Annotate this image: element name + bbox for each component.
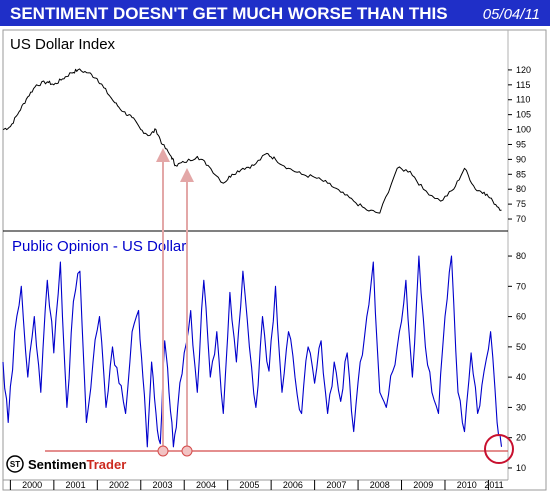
x-year-label: 2005 [239, 480, 259, 490]
x-year-label: 2004 [196, 480, 216, 490]
dollar-panel-title: US Dollar Index [10, 36, 116, 53]
dollar-y-tick-label: 110 [516, 95, 530, 105]
low-marker-2003 [157, 445, 169, 457]
logo-mark: ST [10, 460, 20, 469]
x-year-label: 2009 [413, 480, 433, 490]
x-year-label: 2000 [22, 480, 42, 490]
dollar-y-axis: 70 75 80 85 90 95 100 105 110 115 120 [508, 65, 531, 224]
x-year-label: 2007 [326, 480, 346, 490]
dollar-y-tick-label: 100 [516, 125, 531, 135]
opinion-series-group [2, 255, 503, 448]
dollar-series-group [2, 68, 502, 214]
title-banner [0, 0, 550, 26]
dollar-y-tick-label: 90 [516, 154, 526, 164]
opinion-y-axis: 10 20 30 40 50 60 70 80 [508, 251, 526, 473]
banner-date: 05/04/11 [483, 6, 540, 23]
opinion-panel-title: Public Opinion - US Dollar [12, 238, 186, 255]
opinion-y-tick-label: 30 [516, 402, 526, 412]
dollar-y-tick-label: 95 [516, 139, 526, 149]
dollar-y-tick-label: 115 [516, 80, 530, 90]
opinion-y-tick-label: 80 [516, 251, 526, 261]
opinion-y-tick-label: 40 [516, 372, 526, 382]
sentimentrader-logo: ST SentimenTrader [6, 455, 126, 473]
dollar-y-tick-label: 70 [516, 214, 526, 224]
x-year-label: 2001 [66, 480, 86, 490]
arrow-2003-head [156, 148, 170, 162]
logo-mark-icon [6, 455, 24, 473]
x-year-label: 2008 [370, 480, 390, 490]
opinion-y-tick-label: 10 [516, 463, 526, 473]
dollar-y-tick-label: 120 [516, 65, 531, 75]
dollar-index-line [2, 68, 502, 214]
dollar-y-tick-label: 75 [516, 199, 526, 209]
logo-prefix: Sentimen [28, 457, 87, 472]
x-year-label: 2011 [484, 480, 503, 490]
dollar-y-tick-label: 80 [516, 184, 526, 194]
x-year-label: 2010 [457, 480, 477, 490]
dollar-y-tick-label: 105 [516, 110, 531, 120]
opinion-y-tick-label: 50 [516, 342, 526, 352]
x-year-label: 2006 [283, 480, 303, 490]
opinion-y-tick-label: 20 [516, 433, 526, 443]
opinion-y-tick-label: 70 [516, 281, 526, 291]
x-year-label: 2003 [152, 480, 172, 490]
dollar-y-tick-label: 85 [516, 169, 526, 179]
current-low-circle [484, 434, 514, 464]
arrow-2004-head [180, 168, 194, 182]
opinion-y-tick-label: 60 [516, 312, 526, 322]
logo-text: SentimenTrader [28, 457, 126, 472]
logo-suffix: Trader [87, 457, 127, 472]
public-opinion-line [2, 255, 503, 448]
chart-frame [2, 29, 547, 491]
x-axis-years: 2000 2001 2002 2003 2004 2005 2006 2007 2008 2009… [9, 480, 504, 490]
banner-title: SENTIMENT DOESN'T GET MUCH WORSE THAN TH… [10, 4, 448, 23]
x-year-label: 2002 [109, 480, 129, 490]
low-marker-2004 [181, 445, 193, 457]
